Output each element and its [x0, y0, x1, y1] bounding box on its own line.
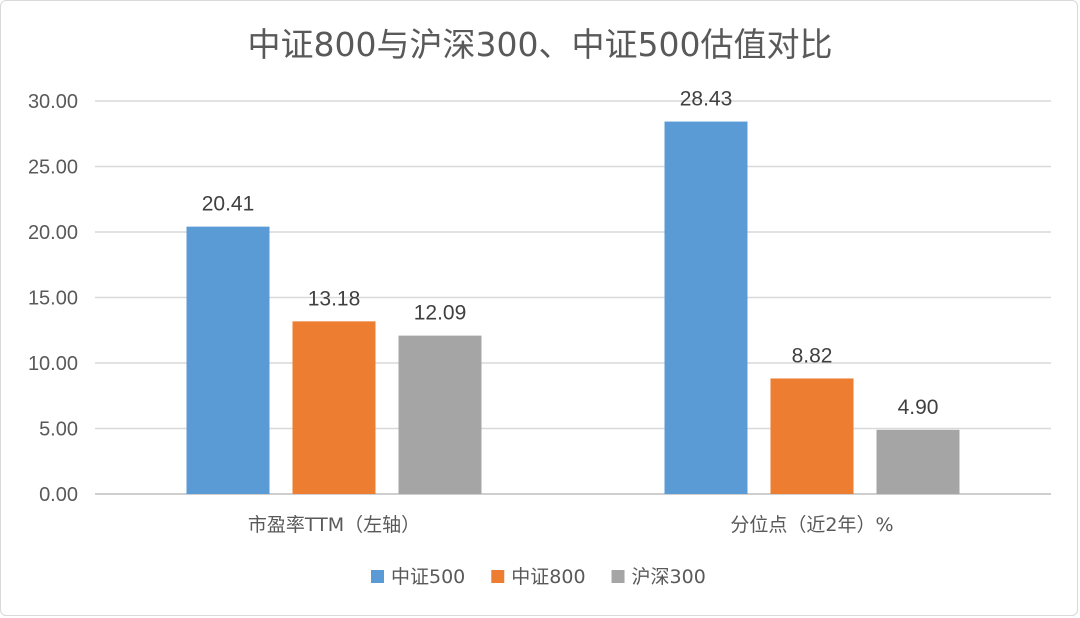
bar [664, 121, 748, 494]
y-tick-label: 0.00 [39, 484, 78, 506]
y-tick-label: 20.00 [28, 222, 78, 244]
x-category-label: 市盈率TTM（左轴） [248, 514, 420, 536]
bar [770, 378, 854, 494]
bar [186, 226, 270, 494]
y-tick-label: 5.00 [39, 419, 78, 441]
data-label: 13.18 [308, 287, 361, 310]
chart-title: 中证800与沪深300、中证500估值对比 [248, 25, 833, 64]
legend-swatch [611, 570, 625, 583]
y-axis-ticks: 0.00 5.00 10.00 15.00 20.00 25.00 30.00 [28, 91, 78, 506]
bar [398, 335, 482, 494]
y-tick-label: 30.00 [28, 91, 78, 113]
data-labels: 20.41 13.18 12.09 28.43 8.82 4.90 [202, 88, 939, 419]
x-category-label: 分位点（近2年）% [730, 514, 893, 536]
data-label: 20.41 [202, 193, 255, 216]
data-label: 28.43 [680, 88, 733, 111]
legend-swatch [371, 570, 384, 583]
y-tick-label: 10.00 [28, 353, 78, 375]
x-axis-categories: 市盈率TTM（左轴） 分位点（近2年）% [248, 514, 894, 536]
bar [292, 321, 376, 494]
bars [186, 121, 960, 494]
bar [876, 429, 960, 494]
data-label: 4.90 [898, 396, 939, 419]
legend-label: 中证800 [511, 566, 585, 588]
legend-label: 中证500 [391, 566, 465, 588]
data-label: 8.82 [792, 344, 833, 367]
legend: 中证500 中证800 沪深300 [371, 566, 706, 588]
legend-label: 沪深300 [632, 566, 706, 588]
y-tick-label: 15.00 [28, 288, 78, 310]
data-label: 12.09 [414, 302, 467, 325]
y-tick-label: 25.00 [28, 157, 78, 179]
legend-swatch [491, 570, 505, 583]
